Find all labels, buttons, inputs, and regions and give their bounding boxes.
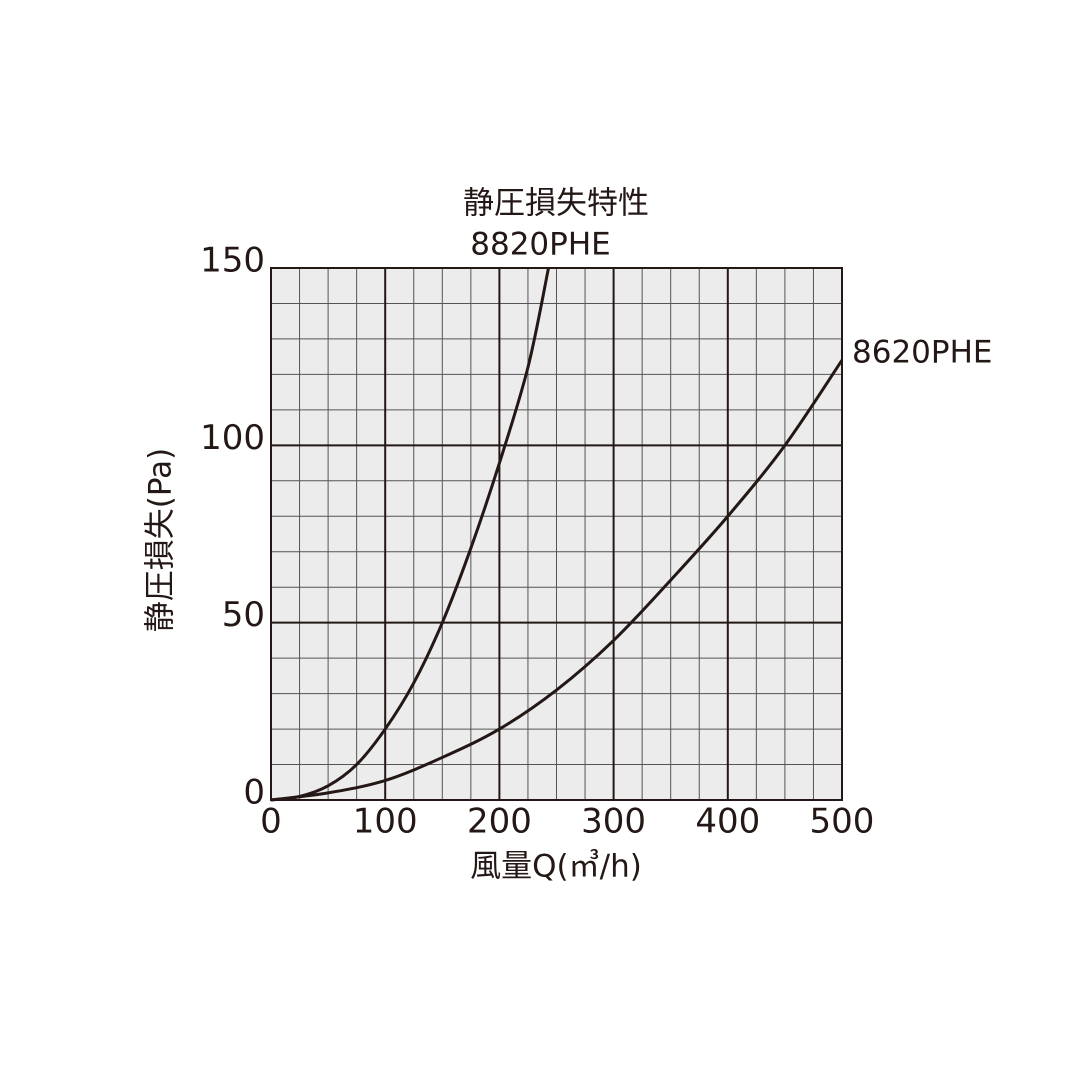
x-tick-label: 400	[695, 802, 760, 842]
x-tick-label: 0	[260, 802, 282, 842]
plot-border	[270, 267, 843, 801]
curve	[270, 267, 550, 802]
x-axis-label: 風量Q(㎥/h)	[470, 849, 642, 885]
y-tick-label: 150	[200, 241, 265, 281]
y-tick-label: 0	[243, 773, 265, 813]
x-tick-label: 300	[581, 802, 646, 842]
x-tick-label: 100	[353, 802, 418, 842]
x-tick-label: 200	[467, 802, 532, 842]
series-label: 8620PHE	[852, 335, 992, 371]
series-label: 8820PHE	[470, 227, 610, 263]
chart-title: 静圧損失特性	[463, 186, 649, 222]
y-tick-label: 50	[222, 595, 265, 635]
curve	[270, 359, 844, 802]
y-tick-label: 100	[200, 418, 265, 458]
x-tick-label: 500	[810, 802, 875, 842]
y-axis-label: 静圧損失(Pa)	[143, 448, 179, 633]
